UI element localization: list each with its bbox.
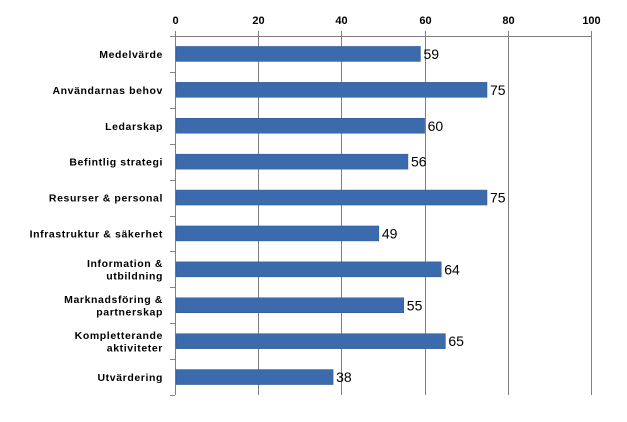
x-tick-label: 100 <box>582 15 600 27</box>
category-label: Information & utbildning <box>87 258 163 283</box>
bar <box>175 297 405 313</box>
bars <box>175 46 488 385</box>
data-label: 75 <box>490 82 506 98</box>
bar <box>175 118 425 134</box>
bar <box>175 153 409 170</box>
category-label: Marknadsföring & partnerskap <box>64 294 163 319</box>
bar <box>175 225 380 242</box>
x-tick-label: 60 <box>419 15 431 27</box>
category-label: Ledarskap <box>105 121 163 133</box>
x-tick-label: 80 <box>502 15 514 27</box>
category-label: Medelvärde <box>99 49 163 61</box>
axes <box>170 31 592 396</box>
data-label: 38 <box>336 369 352 385</box>
data-label: 75 <box>490 190 506 206</box>
bar <box>175 369 334 385</box>
category-label: Kompletterande aktiviteter <box>75 330 163 355</box>
bar <box>175 333 446 349</box>
bar <box>175 261 442 278</box>
category-label: Infrastruktur & säkerhet <box>30 228 163 240</box>
bar <box>175 189 488 206</box>
data-label: 64 <box>444 261 460 277</box>
data-label: 60 <box>428 118 444 134</box>
category-label: Användarnas behov <box>52 85 163 97</box>
data-labels: 59 75 60 56 75 49 64 55 65 38 <box>336 46 506 385</box>
x-tick-label: 20 <box>252 15 264 27</box>
x-tick-labels: 0 20 40 60 80 100 <box>172 15 600 27</box>
data-label: 49 <box>382 225 398 241</box>
category-labels: Medelvärde Användarnas behov Ledarskap Befi… <box>30 49 163 384</box>
data-label: 65 <box>448 333 464 349</box>
category-label: Utvärdering <box>97 372 163 384</box>
data-label: 59 <box>423 46 439 62</box>
x-tick-label: 40 <box>335 15 347 27</box>
category-label: Befintlig strategi <box>69 157 163 169</box>
category-label: Resurser & personal <box>49 193 163 205</box>
x-tick-label: 0 <box>172 15 178 27</box>
data-label: 56 <box>411 154 427 170</box>
bar <box>175 82 488 98</box>
data-label: 55 <box>407 297 423 313</box>
bar <box>175 46 421 62</box>
